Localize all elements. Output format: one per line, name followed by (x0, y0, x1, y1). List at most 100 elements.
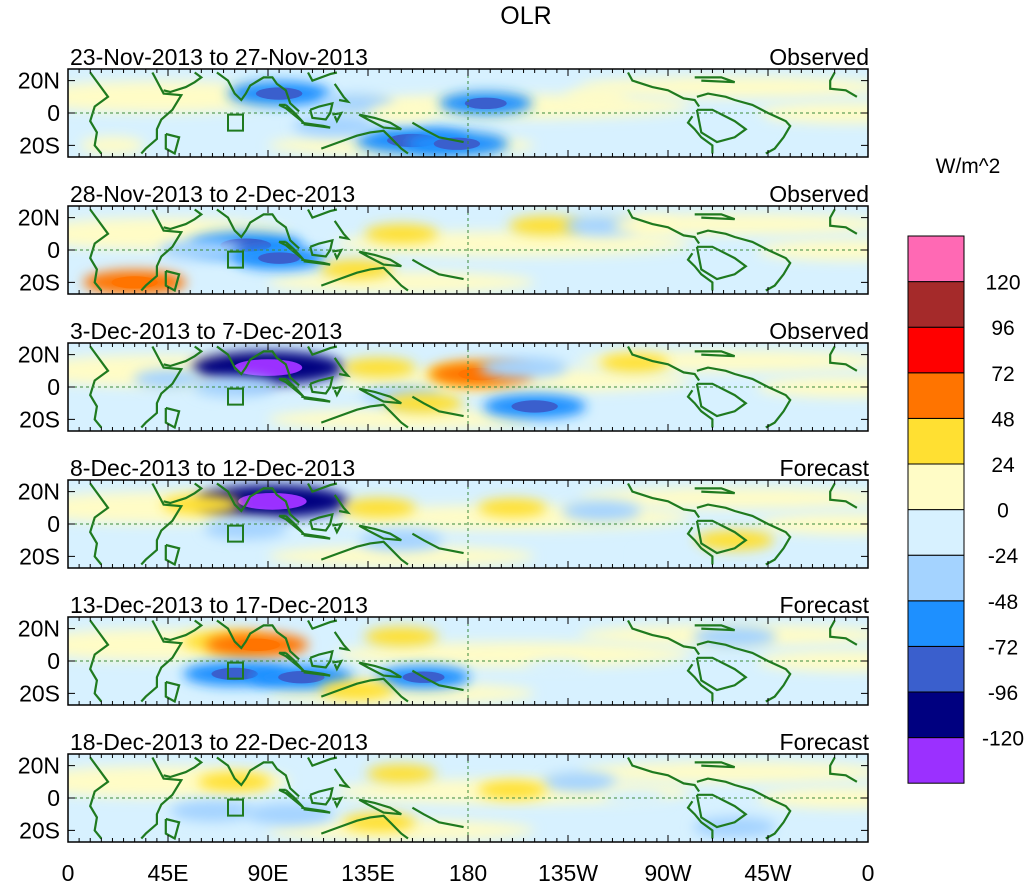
colorbar-swatch (907, 554, 965, 602)
coastlines (89, 208, 858, 293)
x-tick-label: 135E (341, 860, 395, 886)
coastline (163, 756, 204, 779)
coastline (694, 76, 736, 84)
coastline (320, 677, 409, 703)
coastline (358, 798, 402, 816)
y-tick-label: 20N (18, 616, 60, 642)
coastline (164, 406, 181, 430)
colorbar-swatch (907, 737, 965, 784)
coastline (140, 208, 184, 292)
coastline (696, 503, 792, 566)
reference-box (227, 798, 244, 817)
coastline (686, 526, 714, 565)
anomaly-core (511, 400, 558, 413)
y-tick-label: 20S (19, 680, 60, 706)
coastline (694, 350, 736, 358)
reference-box (227, 661, 244, 680)
colorbar-unit: W/m^2 (936, 155, 1001, 178)
panel-period-label: 3-Dec-2013 to 7-Dec-2013 (70, 318, 342, 344)
coastline (696, 640, 792, 703)
panel-status-label: Forecast (780, 592, 870, 618)
panel-5: 20N 0 20S 13-Dec-2013 to 17-Dec-2013 Forecas… (18, 592, 870, 706)
background-band (579, 76, 868, 98)
coastline (829, 619, 858, 646)
anomaly-feature (204, 518, 288, 540)
coastline (695, 108, 748, 144)
anomaly-feature (479, 356, 568, 379)
coastline (411, 395, 464, 418)
anomaly-feature (562, 500, 641, 522)
coastline (696, 777, 792, 840)
panel-status-label: Forecast (780, 455, 870, 481)
coastline (140, 482, 184, 566)
coastline (358, 524, 402, 542)
coastline (278, 103, 305, 124)
anomaly-feature (478, 498, 547, 518)
anomaly-core (238, 492, 307, 510)
reference-box (227, 113, 244, 132)
coastline (309, 101, 334, 121)
coastline (216, 619, 300, 661)
reference-box (227, 250, 244, 269)
coastline (332, 659, 344, 672)
coastline (332, 248, 344, 261)
anomaly-feature (508, 216, 583, 236)
coastline (163, 619, 204, 642)
coastline (829, 208, 858, 235)
colorbar-tick-label: -96 (988, 682, 1018, 705)
coastline (301, 121, 331, 129)
coastline (163, 345, 204, 368)
anomaly-feature (364, 627, 439, 647)
coastlines (89, 756, 858, 841)
y-tick-label: 0 (47, 374, 60, 400)
coastline (140, 756, 184, 840)
coastline (694, 487, 736, 495)
coastline (358, 250, 402, 268)
coastline (333, 357, 351, 378)
anomaly-core (258, 252, 301, 264)
y-tick-label: 20S (19, 132, 60, 158)
panel-period-label: 23-Nov-2013 to 27-Nov-2013 (70, 44, 368, 70)
anomaly-core (211, 667, 258, 681)
panel-status-label: Observed (769, 318, 869, 344)
anomaly-feature (170, 800, 255, 822)
background-band (334, 642, 691, 667)
anomaly-feature (320, 259, 394, 280)
anomaly-feature (197, 772, 272, 792)
panel-period-label: 13-Dec-2013 to 17-Dec-2013 (70, 592, 368, 618)
x-tick-label: 90W (644, 860, 692, 886)
y-tick-label: 20N (18, 205, 60, 231)
coastline (320, 266, 409, 292)
anomaly-feature (564, 88, 629, 106)
coastlines (89, 345, 858, 430)
colorbar-tick-label: 120 (985, 272, 1020, 295)
coastline (695, 245, 748, 281)
panel-2: 20N 0 20S 28-Nov-2013 to 2-Dec-2013 Observed (18, 181, 869, 295)
coastline (411, 806, 464, 829)
coastline (332, 111, 344, 124)
coastline (307, 345, 338, 356)
coastline (320, 540, 409, 566)
colorbar-swatch (907, 281, 965, 328)
coastlines (89, 619, 858, 704)
y-tick-label: 20N (18, 753, 60, 779)
colorbar-tick-label: -120 (982, 728, 1024, 751)
anomaly-feature (692, 816, 777, 838)
colorbar-tick-label: -24 (988, 545, 1019, 568)
anomaly-feature (542, 772, 616, 792)
panel-1: 20N 0 20S 23-Nov-2013 to 27-Nov-2013 Observe… (18, 44, 869, 158)
coastline (89, 482, 110, 566)
x-tick-label: 90E (248, 860, 289, 886)
coastline (309, 786, 334, 806)
anomaly-feature (695, 530, 775, 551)
coastline (307, 482, 338, 493)
coastline (309, 649, 334, 669)
coastline (309, 512, 334, 532)
panel-status-label: Forecast (780, 729, 870, 755)
coastline (216, 71, 300, 113)
colorbar-tick-label: 48 (991, 408, 1014, 431)
y-tick-label: 0 (47, 100, 60, 126)
coastline (694, 624, 736, 632)
panel-3: 20N 0 20S 3-Dec-2013 to 7-Dec-2013 Observed (18, 318, 869, 432)
map-panels: 20N 0 20S 23-Nov-2013 to 27-Nov-2013 Observe… (18, 44, 870, 843)
